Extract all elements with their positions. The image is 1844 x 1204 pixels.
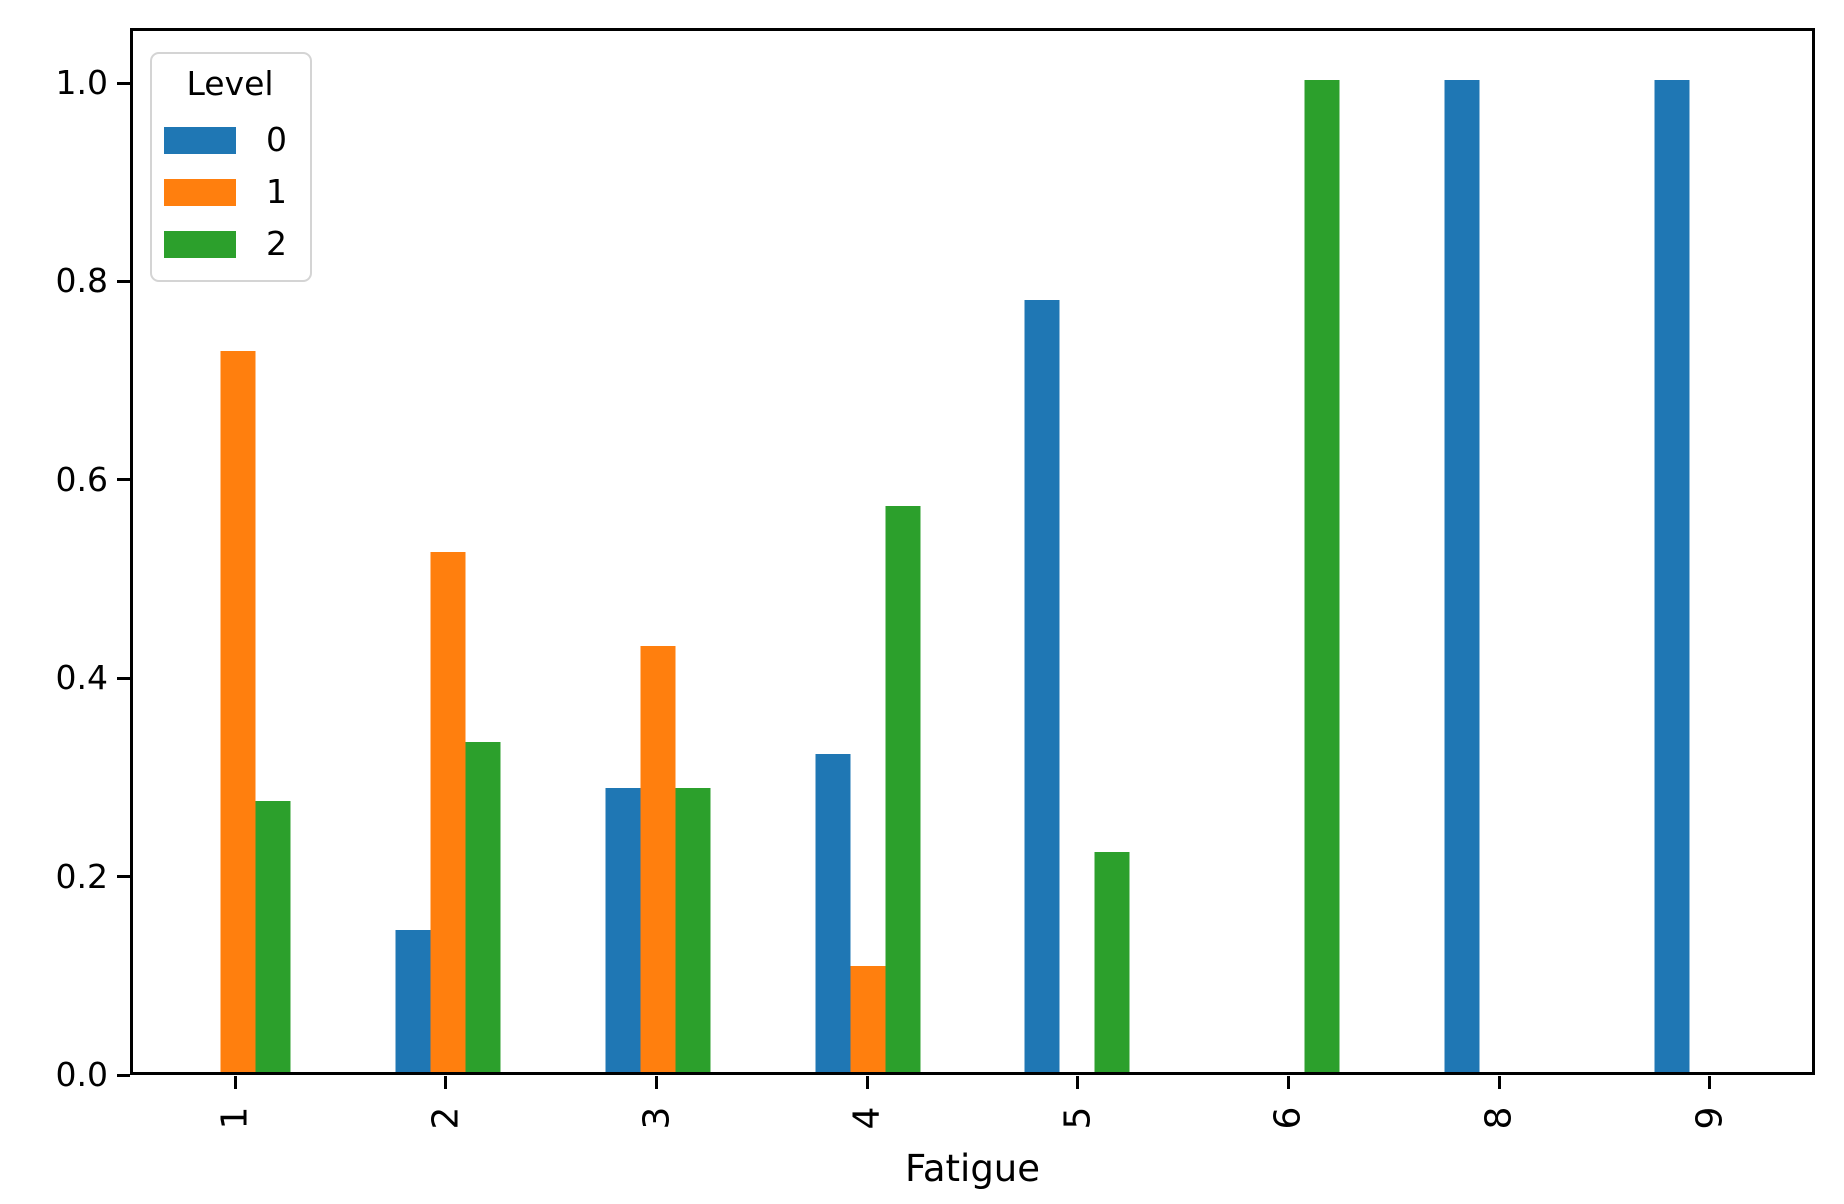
legend-row: 1 [164,174,296,210]
bar-level-0-fatigue-4 [815,754,851,1072]
x-axis-label: Fatigue [904,1147,1041,1190]
bar-level-2-fatigue-5 [1094,852,1130,1072]
bar-level-0-fatigue-8 [1444,80,1480,1072]
x-tick-label-8: 8 [1478,1106,1520,1130]
y-tick-mark [117,81,130,85]
bar-level-2-fatigue-2 [465,742,501,1072]
y-tick-label-0.2: 0.2 [55,856,108,896]
y-tick-label-0.6: 0.6 [55,459,108,499]
bar-group-fatigue-8 [1392,31,1602,1072]
x-tick-mark [1076,1076,1080,1089]
x-tick-label-9: 9 [1689,1106,1731,1130]
bar-group-fatigue-3 [553,31,763,1072]
legend-swatch-level-0-icon [164,126,236,154]
x-tick-label-1: 1 [214,1106,256,1130]
bar-groups [133,31,1812,1072]
y-tick-mark [117,676,130,680]
legend-row: 0 [164,122,296,158]
bar-level-0-fatigue-5 [1024,300,1060,1072]
bar-level-0-fatigue-3 [605,788,641,1072]
x-tick-label-2: 2 [425,1106,467,1130]
x-tick-mark [655,1076,659,1089]
bar-level-2-fatigue-4 [885,506,921,1072]
bar-level-0-fatigue-9 [1654,80,1690,1072]
bar-level-2-fatigue-3 [675,788,711,1072]
x-tick-mark [233,1076,237,1089]
bar-level-0-fatigue-2 [395,930,431,1072]
x-tick-label-6: 6 [1267,1106,1309,1130]
x-tick-label-4: 4 [846,1106,888,1130]
x-tick-label-3: 3 [636,1106,678,1130]
bar-level-2-fatigue-1 [255,801,291,1072]
bar-group-fatigue-2 [343,31,553,1072]
bar-group-fatigue-4 [763,31,973,1072]
legend-title: Level [186,64,274,103]
y-tick-label-0.8: 0.8 [55,261,108,301]
legend-label-level-2: 2 [266,224,287,263]
y-tick-mark [117,279,130,283]
bar-level-1-fatigue-2 [430,552,466,1072]
x-tick-label-5: 5 [1057,1106,1099,1130]
bar-group-fatigue-5 [973,31,1183,1072]
legend-swatch-level-2-icon [164,230,236,258]
x-tick-mark [1497,1076,1501,1089]
legend-label-level-0: 0 [266,120,287,159]
x-tick-mark [1708,1076,1712,1089]
plot-area [130,28,1815,1075]
bar-level-1-fatigue-3 [640,646,676,1072]
bar-group-fatigue-6 [1182,31,1392,1072]
bar-group-fatigue-9 [1602,31,1812,1072]
bar-level-1-fatigue-4 [850,966,886,1072]
y-tick-label-1.0: 1.0 [55,63,108,102]
legend-swatch-level-1-icon [164,178,236,206]
bar-level-2-fatigue-6 [1304,80,1340,1072]
bar-group-fatigue-1 [133,31,343,1072]
y-tick-mark [117,875,130,879]
x-tick-mark [1286,1076,1290,1089]
legend-row: 2 [164,226,296,262]
x-tick-mark [444,1076,448,1089]
y-tick-label-0.4: 0.4 [55,658,108,698]
y-tick-mark [117,478,130,482]
legend: Level 0 1 2 [150,52,312,282]
y-tick-mark [117,1073,130,1077]
x-tick-mark [865,1076,869,1089]
legend-label-level-1: 1 [266,172,287,211]
y-tick-label-0.0: 0.0 [55,1055,108,1094]
bar-level-1-fatigue-1 [220,351,256,1072]
